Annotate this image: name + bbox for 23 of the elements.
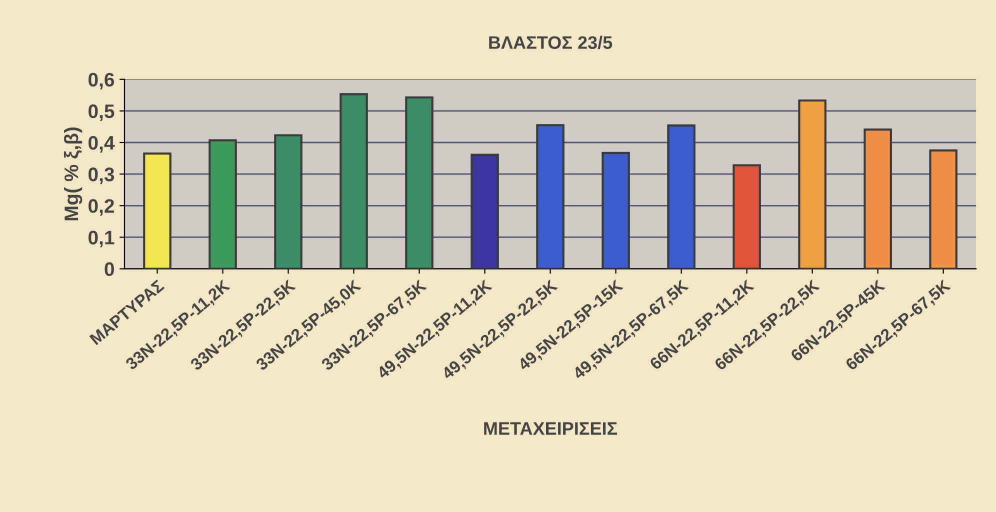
bar — [143, 152, 172, 269]
y-tick-label: 0,1 — [88, 230, 114, 248]
bar — [864, 128, 892, 269]
bar — [798, 99, 826, 269]
bar — [602, 152, 630, 269]
bar — [274, 134, 302, 269]
bar — [208, 139, 237, 269]
bar — [405, 96, 434, 269]
bar — [929, 149, 958, 269]
y-tick-label: 0 — [104, 262, 114, 276]
y-tick-label: 0,3 — [88, 168, 114, 184]
y-tick-label: 0,2 — [88, 199, 114, 216]
chart-title: ΒΛΑΣΤΟΣ 23/5 — [489, 36, 612, 50]
y-axis-title: Mg( % ξ,β) — [64, 128, 82, 220]
x-axis-title: ΜΕΤΑΧΕΙΡΙΣΕΙΣ — [484, 422, 618, 435]
bar — [536, 124, 564, 269]
bar — [667, 124, 696, 269]
bar — [732, 164, 761, 269]
y-tick-label: 0,4 — [88, 136, 115, 153]
y-tick-label: 0,6 — [88, 72, 114, 90]
bar — [470, 154, 499, 269]
bar — [340, 93, 368, 269]
y-tick-label: 0,5 — [88, 104, 114, 121]
